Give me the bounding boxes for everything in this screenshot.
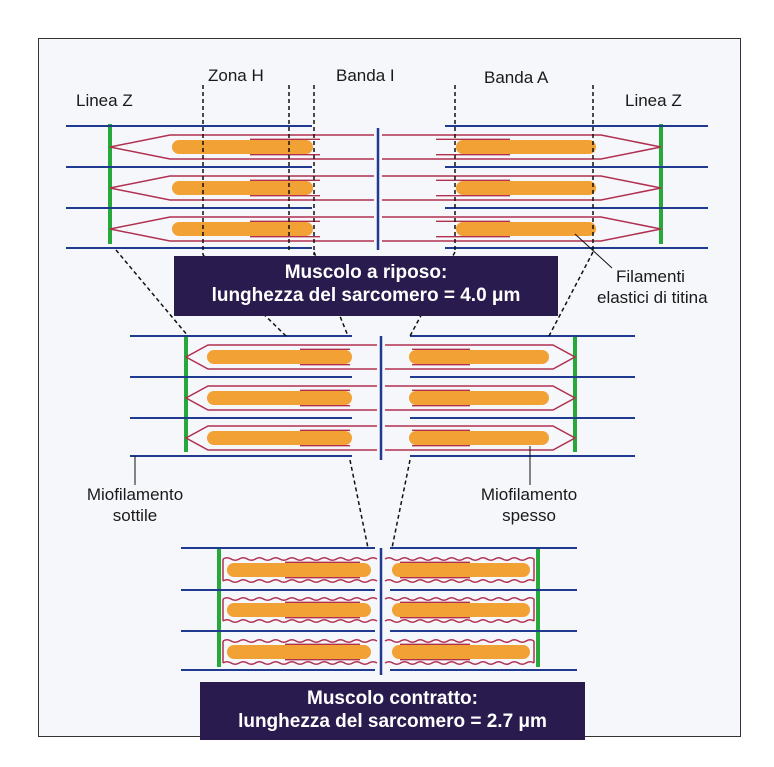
titin-label-line1: Filamenti [616, 267, 685, 286]
myosin-filament [409, 391, 549, 405]
titin-filament [385, 344, 577, 370]
contracted-state-box: Muscolo contratto: lunghezza del sarcome… [200, 682, 585, 740]
titin-filament [382, 216, 662, 242]
titin-filament [384, 557, 535, 561]
titin-filament [222, 619, 378, 623]
titin-filament [109, 216, 374, 242]
titin-filament [222, 597, 378, 601]
titin-pointer [574, 233, 613, 269]
titin-filament [109, 134, 374, 160]
titin-filament [384, 597, 535, 601]
myosin-filament [409, 350, 549, 364]
myosin-filament [172, 181, 313, 195]
contracted-state-title: Muscolo contratto: [307, 688, 478, 709]
titin-label-line2: elastici di titina [597, 288, 708, 307]
myosin-filament [392, 645, 530, 659]
myosin-filament [207, 431, 352, 445]
thick-filament-label-line2: spesso [502, 506, 556, 525]
zona-h-label: Zona H [208, 66, 264, 85]
myosin-filament [456, 181, 596, 195]
thin-filament-label-line2: sottile [112, 506, 158, 525]
titin-filament [222, 639, 378, 643]
titin-filament [384, 661, 535, 665]
myosin-filament [172, 140, 313, 154]
titin-filament [184, 344, 377, 370]
thin-filament-label-line1: Miofilamento [86, 485, 184, 504]
myosin-filament [392, 603, 530, 617]
resting-state-title: Muscolo a riposo: [284, 262, 448, 283]
titin-filament [382, 175, 662, 201]
myosin-filament [227, 645, 371, 659]
titin-filament [222, 661, 378, 665]
banda-i-label: Banda I [336, 66, 395, 85]
dashed-guide-line [548, 251, 594, 337]
titin-filament [222, 579, 378, 583]
titin-filament [384, 639, 535, 643]
titin-filament [184, 385, 377, 411]
resting-state-box: Muscolo a riposo: lunghezza del sarcomer… [174, 256, 558, 316]
myosin-filament [456, 140, 596, 154]
titin-filament [385, 425, 577, 451]
myosin-filament [172, 222, 313, 236]
titin-filament [384, 579, 535, 583]
dashed-guide-line [391, 459, 411, 549]
myosin-filament [456, 222, 596, 236]
myosin-filament [207, 350, 352, 364]
titin-filament [384, 619, 535, 623]
linea-z-left-label: Linea Z [76, 91, 133, 110]
titin-filament [382, 134, 662, 160]
myosin-filament [227, 603, 371, 617]
myosin-filament [392, 563, 530, 577]
titin-filament [222, 557, 378, 561]
thick-filament-label-line1: Miofilamento [480, 485, 578, 504]
titin-filament [385, 385, 577, 411]
dashed-guide-line [349, 459, 369, 549]
linea-z-right-label: Linea Z [625, 91, 682, 110]
myosin-filament [207, 391, 352, 405]
dashed-guide-line [115, 249, 189, 337]
myosin-filament [409, 431, 549, 445]
resting-state-length: lunghezza del sarcomero = 4.0 μm [211, 285, 521, 306]
contracted-state-length: lunghezza del sarcomero = 2.7 μm [238, 711, 547, 732]
banda-a-label: Banda A [484, 68, 549, 87]
titin-filament [109, 175, 374, 201]
titin-filament [184, 425, 377, 451]
myosin-filament [227, 563, 371, 577]
